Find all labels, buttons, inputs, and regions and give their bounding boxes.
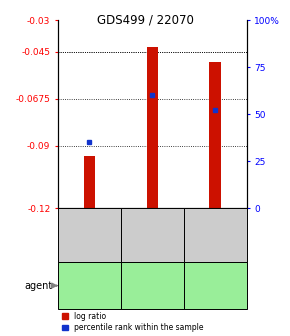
Text: IL4: IL4 — [208, 281, 222, 291]
Bar — [84, 156, 95, 208]
Text: GSM8760: GSM8760 — [211, 217, 220, 254]
Bar — [209, 62, 221, 208]
Text: GSM8750: GSM8750 — [85, 217, 94, 254]
Bar — [147, 47, 158, 208]
Text: GSM8755: GSM8755 — [148, 217, 157, 254]
Text: TNFa: TNFa — [140, 281, 164, 291]
Legend: log ratio, percentile rank within the sample: log ratio, percentile rank within the sa… — [62, 312, 204, 332]
Text: GDS499 / 22070: GDS499 / 22070 — [97, 13, 193, 27]
Text: IFNg: IFNg — [78, 281, 100, 291]
Text: agent: agent — [24, 281, 52, 291]
